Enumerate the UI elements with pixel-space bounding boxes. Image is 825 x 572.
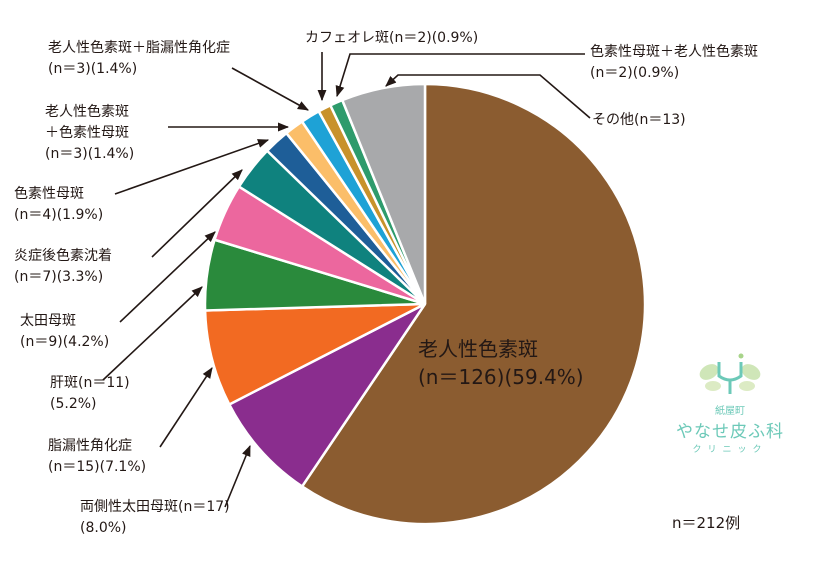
slice-label-9: カフェオレ斑(n＝2)(0.9%) [305, 28, 478, 49]
label-line: 老人性色素斑 [418, 337, 538, 361]
label-line: 炎症後色素沈着 [14, 248, 112, 264]
slice-label-4: 太田母斑 (n＝9)(4.2%) [20, 311, 109, 353]
total-count: n＝212例 [672, 514, 741, 532]
leader-arrow-8 [231, 67, 309, 111]
slice-label-2: 脂漏性角化症 (n＝15)(7.1%) [48, 436, 146, 478]
leader-arrow-3 [102, 286, 203, 381]
label-line: (8.0%) [80, 520, 127, 536]
slice-label-5: 炎症後色素沈着 (n＝7)(3.3%) [14, 246, 112, 288]
clinic-logo: 紙屋町 やなせ皮ふ科 クリニック [660, 350, 800, 455]
leader-arrow-2 [159, 367, 213, 448]
leader-arrow-10 [335, 53, 585, 98]
label-line: 色素性母斑＋老人性色素斑 [590, 44, 758, 60]
label-line: 老人性色素斑 [45, 104, 129, 120]
label-line: 太田母斑 [20, 313, 76, 329]
pie-slice-0 [300, 82, 647, 526]
slice-label-3: 肝斑(n＝11) (5.2%) [50, 373, 130, 415]
slice-label-6: 色素性母斑 (n＝4)(1.9%) [14, 184, 103, 226]
pie-slice-11 [340, 82, 427, 305]
label-line: (n＝15)(7.1%) [48, 459, 147, 475]
label-line: (n＝2)(0.9%) [590, 65, 680, 81]
leader-arrow-5 [151, 169, 243, 258]
label-line: (n＝9)(4.2%) [20, 334, 110, 350]
label-line: ＋色素性母斑 [45, 125, 129, 141]
slice-label-8: 老人性色素斑＋脂漏性角化症 (n＝3)(1.4%) [48, 38, 230, 80]
logo-line-3: クリニック [692, 445, 768, 455]
label-line: 脂漏性角化症 [48, 438, 132, 454]
label-line: (n＝3)(1.4%) [48, 61, 138, 77]
slice-label-1: 両側性太田母斑(n＝17) (8.0%) [80, 497, 230, 539]
label-line: 肝斑(n＝11) [50, 375, 130, 391]
leader-arrow-11 [385, 74, 591, 119]
pie-slice-1 [227, 302, 427, 489]
label-line: (n＝126)(59.4%) [418, 365, 584, 389]
slice-label-main: 老人性色素斑 (n＝126)(59.4%) [418, 335, 584, 391]
slice-label-11: その他(n＝13) [592, 110, 686, 131]
label-line: (n＝7)(3.3%) [14, 269, 104, 285]
logo-clinic-name: やなせ皮ふ科 [676, 422, 784, 442]
slice-label-7: 老人性色素斑 ＋色素性母斑 (n＝3)(1.4%) [45, 102, 134, 165]
leaf-logo-icon [699, 353, 761, 394]
label-line: 色素性母斑 [14, 186, 84, 202]
logo-line-1: 紙屋町 [715, 406, 745, 417]
label-line: (5.2%) [50, 396, 97, 412]
slice-label-10: 色素性母斑＋老人性色素斑 (n＝2)(0.9%) [590, 42, 758, 84]
label-line: 両側性太田母斑(n＝17) [80, 499, 230, 515]
leader-arrow-4 [119, 231, 216, 323]
leader-arrow-6 [114, 139, 270, 195]
label-line: 老人性色素斑＋脂漏性角化症 [48, 40, 230, 56]
label-line: カフェオレ斑(n＝2)(0.9%) [305, 30, 479, 46]
label-line: その他(n＝13) [592, 112, 686, 128]
label-line: (n＝4)(1.9%) [14, 207, 104, 223]
leader-arrow-1 [224, 444, 251, 508]
label-line: (n＝3)(1.4%) [45, 146, 135, 162]
